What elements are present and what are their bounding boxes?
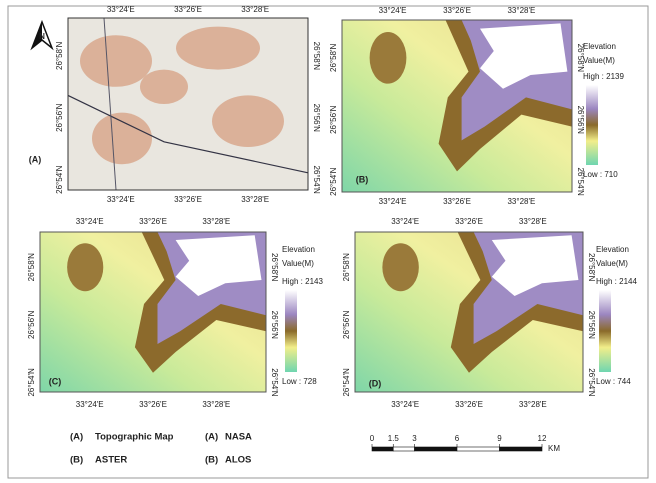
highland [370,32,407,84]
top-coordinate: 33°28'E [507,6,535,15]
left-coordinate: 26°58'N [342,253,351,282]
right-coordinate: 26°54'N [312,166,321,195]
legend-low: Low : 744 [596,377,631,386]
relief [80,35,152,87]
figure: N 33°24'E33°26'E33°28'E33°24'E33°26'E33°… [0,0,656,483]
panel-letter: (A) [29,154,42,164]
legend-colorbar [285,290,297,372]
highland [67,243,103,291]
right-coordinate: 26°58'N [312,42,321,71]
scale-segment [393,447,414,451]
caption-text: NASA [225,432,252,443]
scale-segment [372,447,393,451]
top-coordinate: 33°24'E [379,6,407,15]
caption-letter: (A) [70,432,83,443]
bottom-coordinate: 33°24'E [379,197,407,206]
left-coordinate: 26°58'N [27,253,36,282]
legend-title: Value(M) [583,56,615,65]
legend-high: High : 2139 [583,72,624,81]
bottom-coordinate: 33°28'E [519,400,547,409]
left-coordinate: 26°54'N [27,368,36,397]
scale-segment [457,447,500,451]
scale-label: 0 [370,434,375,443]
top-coordinate: 33°28'E [202,217,230,226]
top-coordinate: 33°26'E [455,217,483,226]
legend-low: Low : 710 [583,170,618,179]
relief [212,95,284,147]
top-coordinate: 33°24'E [76,217,104,226]
bottom-coordinate: 33°26'E [139,400,167,409]
legend-title: Elevation [583,42,616,51]
bottom-coordinate: 33°26'E [174,195,202,204]
bottom-coordinate: 33°24'E [76,400,104,409]
scale-unit: KM [548,444,560,453]
relief [92,113,152,165]
bottom-coordinate: 33°28'E [507,197,535,206]
scale-label: 12 [538,434,547,443]
right-coordinate: 26°56'N [576,106,585,135]
left-coordinate: 26°54'N [329,167,338,196]
highland [382,243,418,291]
legend-high: High : 2143 [282,277,323,286]
caption-letter: (B) [70,455,83,466]
top-coordinate: 33°26'E [443,6,471,15]
map-panel: 33°24'E 33°26'E 33°28'E 33°24'E 33°26'E 33°28… [29,5,321,204]
north-label: N [39,32,45,41]
top-coordinate: 33°26'E [139,217,167,226]
left-coordinate: 26°54'N [55,165,64,194]
right-coordinate: 26°54'N [270,368,279,397]
left-coordinate: 26°56'N [329,105,338,134]
top-coordinate: 33°26'E [174,5,202,14]
right-coordinate: 26°56'N [270,311,279,340]
right-coordinate: 26°58'N [587,253,596,282]
bottom-coordinate: 33°26'E [443,197,471,206]
top-coordinate: 33°24'E [391,217,419,226]
panel-letter: (B) [356,174,369,184]
panel-letter: (D) [369,378,382,388]
scale-label: 9 [497,434,502,443]
legend-high: High : 2144 [596,277,637,286]
legend-low: Low : 728 [282,377,317,386]
scale-label: 1.5 [388,434,400,443]
relief [140,70,188,104]
left-coordinate: 26°56'N [27,310,36,339]
bottom-coordinate: 33°24'E [107,195,135,204]
legend-title: Value(M) [282,259,314,268]
scale-label: 6 [455,434,460,443]
left-coordinate: 26°56'N [55,103,64,132]
legend-title: Value(M) [596,259,628,268]
legend-colorbar [586,85,598,165]
caption-text: ALOS [225,455,251,466]
bottom-coordinate: 33°28'E [202,400,230,409]
top-coordinate: 33°24'E [107,5,135,14]
bottom-coordinate: 33°26'E [455,400,483,409]
caption-text: ASTER [95,455,127,466]
bottom-coordinate: 33°24'E [391,400,419,409]
caption-letter: (B) [205,455,218,466]
legend-colorbar [599,290,611,372]
relief [176,27,260,70]
legend-title: Elevation [282,245,315,254]
caption-letter: (A) [205,432,218,443]
left-coordinate: 26°58'N [329,43,338,72]
left-coordinate: 26°54'N [342,368,351,397]
caption-text: Topographic Map [95,432,174,443]
bottom-coordinate: 33°28'E [241,195,269,204]
scale-segment [415,447,458,451]
right-coordinate: 26°58'N [270,253,279,282]
panel-letter: (C) [49,376,62,386]
right-coordinate: 26°56'N [312,104,321,133]
left-coordinate: 26°58'N [55,41,64,70]
scale-segment [500,447,543,451]
right-coordinate: 26°54'N [587,368,596,397]
top-coordinate: 33°28'E [519,217,547,226]
left-coordinate: 26°56'N [342,310,351,339]
top-coordinate: 33°28'E [241,5,269,14]
scale-label: 3 [412,434,417,443]
legend-title: Elevation [596,245,629,254]
right-coordinate: 26°56'N [587,311,596,340]
